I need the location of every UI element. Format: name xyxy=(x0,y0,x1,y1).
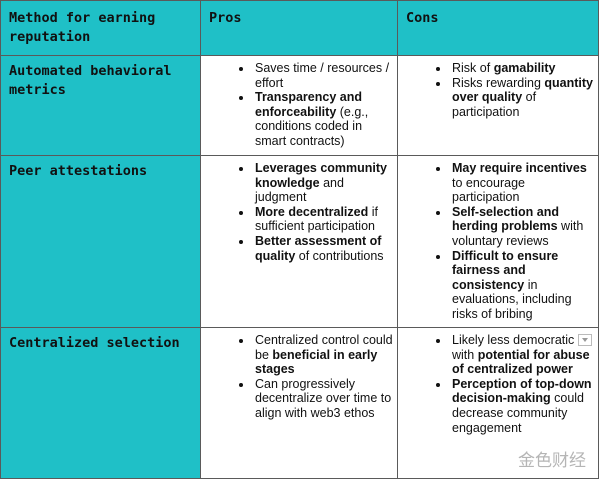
bullet-item: Self-selection and herding problems with… xyxy=(450,205,594,249)
bold-text: Better assessment of quality xyxy=(255,233,382,263)
table-row: Peer attestations Leverages community kno… xyxy=(0,155,599,328)
method-cell: Centralized selection xyxy=(0,327,201,479)
bold-text: beneficial in early stages xyxy=(255,347,378,377)
text: with voluntary reviews xyxy=(452,219,584,248)
bold-text: Difficult to ensure fairness and consist… xyxy=(452,248,559,292)
bold-text: Perception of top-down decision-making xyxy=(452,376,592,406)
text: Risk of xyxy=(452,61,494,75)
header-text: Pros xyxy=(209,10,242,26)
method-text: Centralized selection xyxy=(9,335,180,351)
text: Centralized control could be xyxy=(255,333,393,362)
method-cell: Automated behavioral metrics xyxy=(0,55,201,156)
method-text: Peer attestations xyxy=(9,163,148,179)
bold-text: Transparency and enforceability xyxy=(255,90,362,119)
bold-text: Self-selection and herding problems xyxy=(452,204,559,234)
bold-text: Leverages community knowledge xyxy=(255,161,387,190)
header-text: Method for earning reputation xyxy=(9,10,156,45)
text: and judgment xyxy=(255,175,344,205)
text: in evaluations, including risks of bribi… xyxy=(452,277,572,321)
bullet-list: Leverages community knowledge and judgme… xyxy=(201,156,397,263)
bullet-item: Centralized control could be beneficial … xyxy=(253,333,393,377)
bullet-item: Saves time / resources / effort xyxy=(253,61,393,90)
bullet-item: Likely less democratic with potential fo… xyxy=(450,333,594,377)
bullet-item: May require incentives to encourage part… xyxy=(450,161,594,205)
cons-cell: Likely less democratic with potential fo… xyxy=(397,327,599,479)
text: of participation xyxy=(452,90,537,119)
bullet-item: Risks rewarding quantity over quality of… xyxy=(450,76,594,120)
text: Can progressively decentralize over time… xyxy=(255,376,392,420)
pros-cell: Centralized control could be beneficial … xyxy=(200,327,398,479)
method-cell: Peer attestations xyxy=(0,155,201,328)
bullet-item: More decentralized if sufficient partici… xyxy=(253,205,393,234)
bold-text: May require incentives xyxy=(452,161,587,175)
bullet-item: Better assessment of quality of contribu… xyxy=(253,234,393,263)
bullet-item: Leverages community knowledge and judgme… xyxy=(253,161,393,205)
watermark: 金色财经 xyxy=(518,451,586,471)
header-cell: Pros xyxy=(200,0,398,56)
bullet-list: Saves time / resources / effortTranspare… xyxy=(201,56,397,149)
bullet-list: Risk of gamabilityRisks rewarding quanti… xyxy=(398,56,598,119)
table-row: Automated behavioral metrics Saves time /… xyxy=(0,55,599,156)
bold-text: potential for abuse of centralized power xyxy=(452,347,590,377)
bullet-list: Likely less democratic with potential fo… xyxy=(398,328,598,435)
cons-cell: Risk of gamabilityRisks rewarding quanti… xyxy=(397,55,599,156)
bold-text: quantity over quality xyxy=(452,75,593,105)
header-text: Cons xyxy=(406,10,439,26)
text: Saves time / resources / effort xyxy=(255,61,390,90)
text: of contributions xyxy=(295,248,384,263)
text: could decrease community engagement xyxy=(452,391,584,435)
text: Likely less democratic with xyxy=(452,333,575,362)
bold-text: gamability xyxy=(493,61,556,75)
bold-text: More decentralized xyxy=(255,204,369,219)
cons-cell: May require incentives to encourage part… xyxy=(397,155,599,328)
bullet-item: Risk of gamability xyxy=(450,61,594,76)
dropdown-arrow xyxy=(582,338,588,342)
text: to encourage participation xyxy=(452,175,525,205)
text: if sufficient participation xyxy=(255,204,378,234)
header-cell: Cons xyxy=(397,0,599,56)
pros-cell: Leverages community knowledge and judgme… xyxy=(200,155,398,328)
text: Risks rewarding xyxy=(452,75,545,90)
bullet-item: Can progressively decentralize over time… xyxy=(253,377,393,421)
header-cell: Method for earning reputation xyxy=(0,0,201,56)
bullet-item: Perception of top-down decision-making c… xyxy=(450,377,594,435)
pros-cell: Saves time / resources / effortTranspare… xyxy=(200,55,398,156)
header-row: Method for earning reputation Pros Cons xyxy=(0,0,599,56)
bullet-item: Transparency and enforceability (e.g., c… xyxy=(253,90,393,148)
method-text: Automated behavioral metrics xyxy=(9,63,172,98)
bullet-list: May require incentives to encourage part… xyxy=(398,156,598,322)
bullet-item: Difficult to ensure fairness and consist… xyxy=(450,249,594,322)
text: (e.g., conditions coded in smart contrac… xyxy=(255,104,369,148)
table-row: Centralized selection Centralized control… xyxy=(0,327,599,479)
bullet-list: Centralized control could be beneficial … xyxy=(201,328,397,421)
dropdown-icon[interactable] xyxy=(578,334,592,346)
